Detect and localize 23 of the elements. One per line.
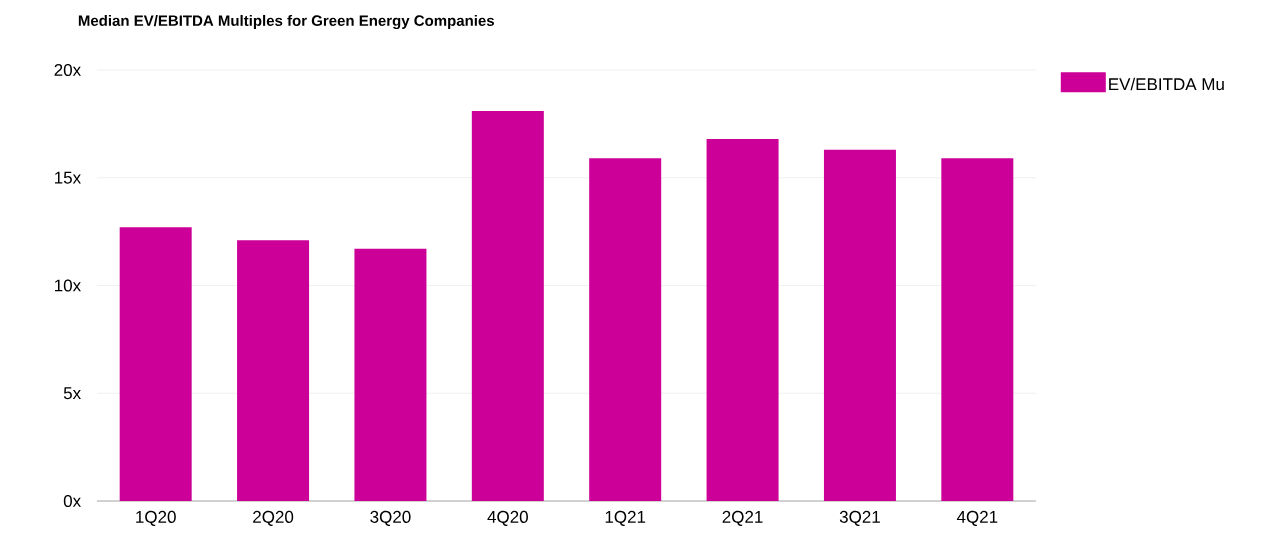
x-tick-label: 1Q20 (136, 510, 176, 526)
bar (589, 158, 662, 501)
bar (471, 110, 544, 501)
x-tick-label: 3Q20 (370, 510, 411, 526)
legend-label: EV/EBITDA Mu (1109, 77, 1224, 91)
x-tick-label: 1Q21 (605, 510, 646, 526)
y-tick-label: 15x (55, 171, 81, 184)
chart-title: Median EV/EBITDA Multiples for Green Energy Companies (78, 14, 495, 30)
y-tick-label: 10x (55, 279, 81, 292)
bar (706, 138, 779, 501)
x-tick-label: 2Q21 (722, 510, 763, 526)
y-tick-label: 5x (63, 387, 81, 400)
x-tick-label: 2Q20 (253, 510, 294, 526)
x-tick-label: 3Q21 (839, 510, 880, 526)
bar (237, 240, 310, 501)
bar (119, 227, 192, 501)
x-tick-label: 4Q21 (956, 510, 998, 526)
x-tick-label: 4Q20 (487, 510, 528, 526)
y-tick-label: 20x (54, 63, 81, 77)
bar (354, 248, 427, 501)
y-tick-label: 0x (63, 494, 81, 508)
bar (941, 158, 1014, 501)
bar (823, 149, 896, 501)
